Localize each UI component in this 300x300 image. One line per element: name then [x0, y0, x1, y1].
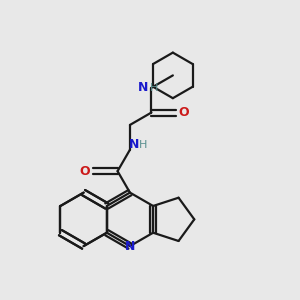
Text: O: O: [179, 106, 189, 119]
Text: H: H: [139, 140, 147, 150]
Text: O: O: [80, 165, 90, 178]
Text: H: H: [150, 83, 159, 93]
Text: N: N: [129, 138, 139, 151]
Text: N: N: [138, 81, 149, 94]
Text: N: N: [125, 240, 135, 253]
